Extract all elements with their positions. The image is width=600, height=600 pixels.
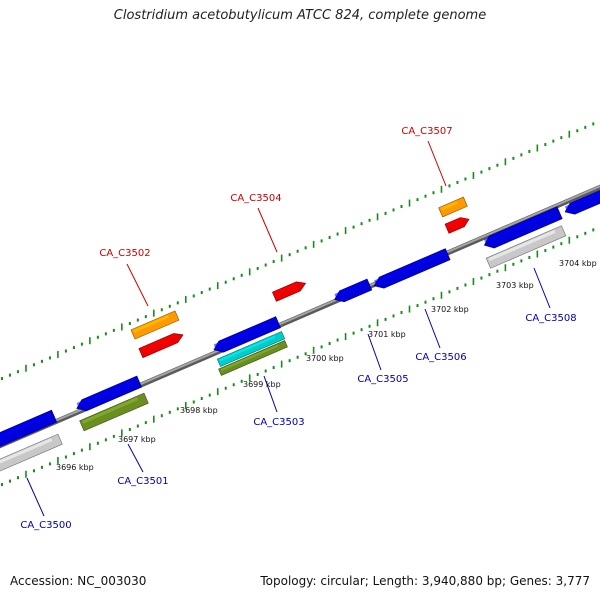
label-leader-line xyxy=(263,375,278,413)
gene-label[interactable]: CA_C3505 xyxy=(357,374,408,385)
kbp-tick-label: 3704 kbp xyxy=(559,259,597,268)
gene-label[interactable]: CA_C3503 xyxy=(253,417,304,428)
cds-blue[interactable] xyxy=(332,278,373,305)
inner-tick-track xyxy=(0,228,595,487)
kbp-tick-label: 3696 kbp xyxy=(56,463,94,472)
kbp-tick-label: 3701 kbp xyxy=(368,330,406,339)
gene-label[interactable]: CA_C3508 xyxy=(525,313,576,324)
cds-red[interactable] xyxy=(272,279,307,302)
feature-gray[interactable] xyxy=(485,225,567,269)
gene-label[interactable]: CA_C3507 xyxy=(401,126,452,137)
label-leader-line xyxy=(257,207,278,253)
gene-label[interactable]: CA_C3500 xyxy=(20,520,71,531)
gene-label[interactable]: CA_C3506 xyxy=(415,352,466,363)
feature-olive[interactable] xyxy=(218,340,288,376)
kbp-tick-label: 3697 kbp xyxy=(118,435,156,444)
kbp-tick-label: 3702 kbp xyxy=(431,305,469,314)
kbp-tick-label: 3699 kbp xyxy=(243,380,281,389)
outer-tick-track xyxy=(0,122,595,381)
cds-blue[interactable] xyxy=(372,248,451,292)
label-leader-line xyxy=(367,333,382,371)
kbp-tick-label: 3698 kbp xyxy=(180,406,218,415)
cds-blue[interactable] xyxy=(563,186,600,218)
label-leader-line xyxy=(126,263,149,307)
cds-blue[interactable] xyxy=(0,409,58,450)
label-leader-line xyxy=(533,267,551,309)
feature-orange[interactable] xyxy=(438,196,468,218)
cds-red[interactable] xyxy=(138,330,185,359)
feature-gray[interactable] xyxy=(0,433,63,473)
label-leaders xyxy=(26,140,551,517)
backbone xyxy=(0,184,600,449)
label-leader-line xyxy=(127,443,144,473)
cds-blue[interactable] xyxy=(74,375,142,414)
kbp-tick-label: 3700 kbp xyxy=(306,354,344,363)
feature-orange[interactable] xyxy=(130,310,180,340)
label-leader-line xyxy=(424,308,441,349)
kbp-tick-label: 3703 kbp xyxy=(496,281,534,290)
feature-cyan[interactable] xyxy=(216,331,286,367)
label-leader-line xyxy=(26,477,45,517)
feature-olive[interactable] xyxy=(79,392,149,432)
cds-blue[interactable] xyxy=(211,316,281,356)
accession-label: Accession: NC_003030 xyxy=(10,574,147,588)
cds-blue[interactable] xyxy=(482,206,563,251)
feature-layer xyxy=(0,186,600,473)
gene-label[interactable]: CA_C3504 xyxy=(230,193,281,204)
cds-red[interactable] xyxy=(444,215,471,234)
genome-stats: Topology: circular; Length: 3,940,880 bp… xyxy=(260,574,590,588)
kbp-label-layer: 3696 kbp 3697 kbp 3698 kbp 3699 kbp 3700 kbp… xyxy=(56,259,597,472)
gene-label[interactable]: CA_C3502 xyxy=(99,248,150,259)
label-leader-line xyxy=(427,140,447,187)
gene-label[interactable]: CA_C3501 xyxy=(117,476,168,487)
gene-label-layer: CA_C3500 CA_C3501 CA_C3502 CA_C3503 CA_C3504… xyxy=(20,126,576,531)
map-title: Clostridium acetobutylicum ATCC 824, com… xyxy=(113,8,487,23)
